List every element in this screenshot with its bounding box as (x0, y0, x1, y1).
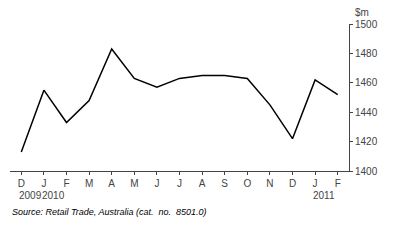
svg-text:1480: 1480 (355, 48, 378, 59)
svg-text:2010: 2010 (42, 190, 65, 201)
svg-text:2011: 2011 (313, 190, 335, 201)
svg-text:D: D (289, 178, 296, 189)
svg-text:J: J (41, 178, 46, 189)
svg-text:N: N (266, 178, 273, 189)
svg-text:1440: 1440 (355, 107, 378, 118)
svg-text:1460: 1460 (355, 77, 378, 88)
svg-text:A: A (108, 178, 115, 189)
svg-text:F: F (335, 178, 341, 189)
svg-text:M: M (85, 178, 93, 189)
svg-text:A: A (199, 178, 206, 189)
svg-text:1500: 1500 (355, 19, 378, 30)
svg-text:S: S (221, 178, 228, 189)
svg-text:O: O (243, 178, 251, 189)
svg-text:J: J (313, 178, 318, 189)
svg-text:Source: Retail Trade, Australi: Source: Retail Trade, Australia (cat. no… (12, 207, 207, 217)
svg-text:D: D (18, 178, 25, 189)
svg-text:2009: 2009 (19, 190, 42, 201)
svg-text:M: M (130, 178, 138, 189)
svg-text:F: F (63, 178, 69, 189)
svg-text:J: J (154, 178, 159, 189)
svg-text:1420: 1420 (355, 136, 378, 147)
svg-text:$m: $m (355, 7, 369, 18)
svg-text:1400: 1400 (355, 166, 378, 177)
svg-text:J: J (177, 178, 182, 189)
